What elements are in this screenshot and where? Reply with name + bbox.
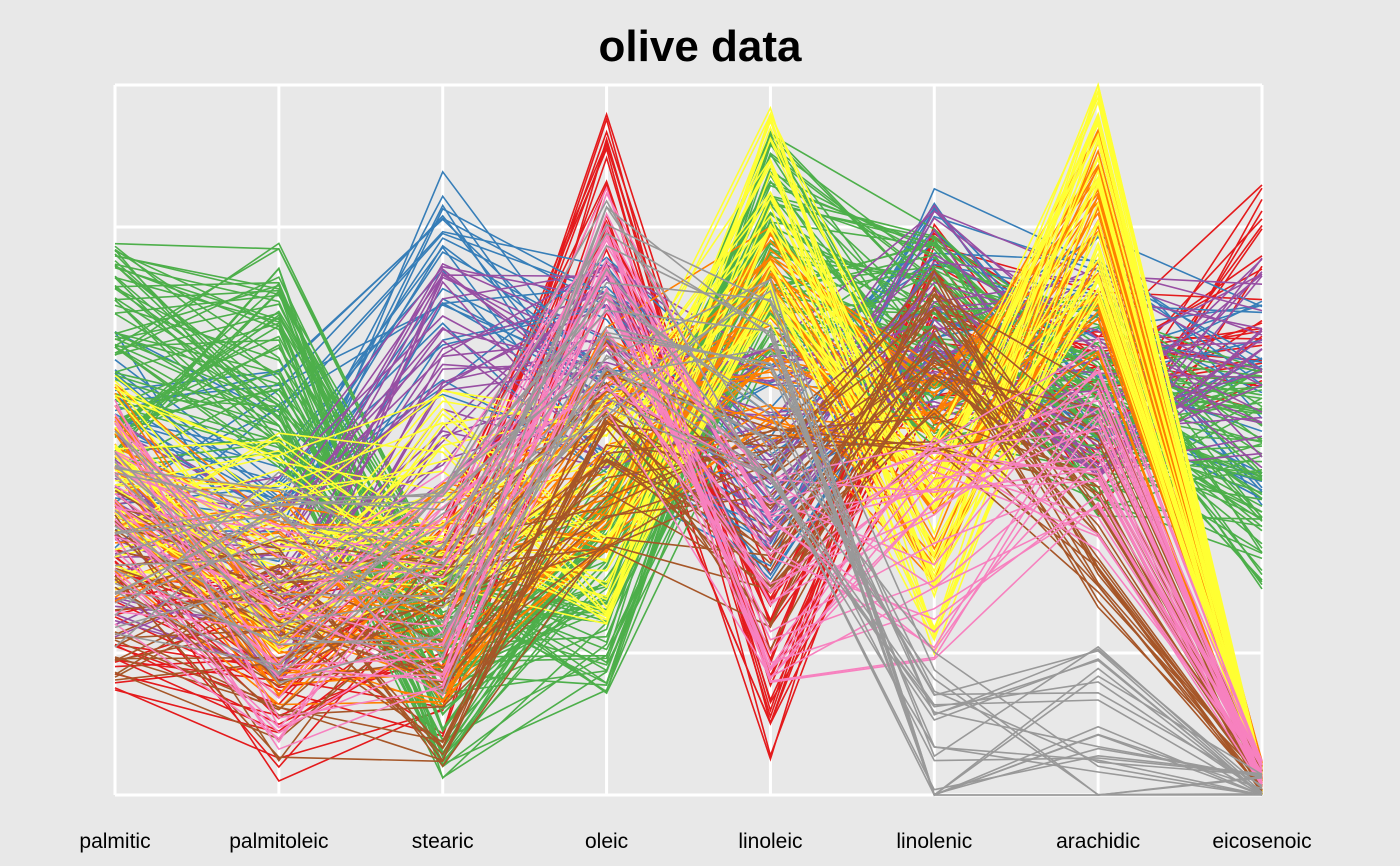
axis-label-oleic: oleic: [585, 830, 628, 853]
series-line-group-7: [114, 342, 1263, 777]
series-line-group-7: [114, 292, 1263, 788]
axis-label-stearic: stearic: [412, 830, 474, 853]
axis-label-palmitoleic: palmitoleic: [229, 830, 328, 853]
series-line-group-5: [114, 197, 1263, 795]
series-line-group-7: [114, 263, 1263, 773]
series-line-group-6: [114, 446, 1263, 791]
series-line-group-8: [114, 297, 1263, 787]
series-line-group-8: [114, 281, 1263, 796]
series-line-group-6: [114, 331, 1263, 778]
series-line-group-6: [114, 306, 1263, 780]
series-line-group-7: [114, 243, 1263, 766]
series-line-group-8: [114, 309, 1263, 797]
series-line-group-5: [114, 157, 1263, 795]
series-line-group-6: [114, 292, 1263, 772]
series-line-group-3: [114, 270, 1263, 592]
series-line-group-8: [114, 232, 1263, 789]
series-line-group-7: [114, 296, 1263, 787]
series-line-group-5: [114, 88, 1263, 781]
series-line-group-5: [114, 116, 1263, 787]
series-line-group-8: [114, 335, 1263, 776]
series-line-group-8: [114, 205, 1263, 796]
series-line-group-7: [114, 408, 1263, 762]
series-line-group-7: [114, 328, 1263, 787]
series-line-group-7: [114, 388, 1263, 771]
series-line-group-8: [114, 396, 1263, 796]
series-line-group-8: [114, 325, 1263, 796]
axis-label-linoleic: linoleic: [738, 830, 802, 853]
chart-title: olive data: [598, 22, 802, 71]
axis-label-arachidic: arachidic: [1056, 830, 1140, 853]
series-line-group-5: [114, 191, 1263, 787]
series-line-group-8: [114, 267, 1263, 778]
axis-label-palmitic: palmitic: [79, 830, 150, 853]
series-lines: [114, 82, 1263, 797]
series-line-group-6: [114, 374, 1263, 771]
series-line-group-7: [114, 257, 1263, 784]
series-line-group-8: [114, 347, 1263, 793]
series-line-group-7: [114, 384, 1263, 775]
series-line-group-1: [114, 245, 1263, 528]
series-line-group-7: [114, 289, 1263, 766]
series-line-group-8: [114, 368, 1263, 796]
series-line-group-7: [114, 376, 1263, 785]
axis-label-eicosenoic: eicosenoic: [1212, 830, 1311, 853]
axis-label-linolenic: linolenic: [896, 830, 972, 853]
series-line-group-8: [114, 289, 1263, 797]
series-line-group-6: [114, 362, 1263, 795]
series-line-group-8: [114, 205, 1262, 796]
series-line-group-7: [114, 328, 1263, 762]
series-line-group-5: [114, 136, 1263, 772]
series-line-group-8: [114, 364, 1263, 796]
series-line-group-8: [114, 354, 1263, 797]
series-line-group-8: [114, 335, 1263, 791]
series-line-group-8: [114, 244, 1263, 796]
series-line-group-8: [114, 223, 1263, 797]
series-line-group-5: [114, 111, 1263, 783]
series-line-group-7: [114, 272, 1263, 761]
axis-labels: palmitic palmitoleic stearic oleic linoleic l…: [79, 830, 1311, 853]
